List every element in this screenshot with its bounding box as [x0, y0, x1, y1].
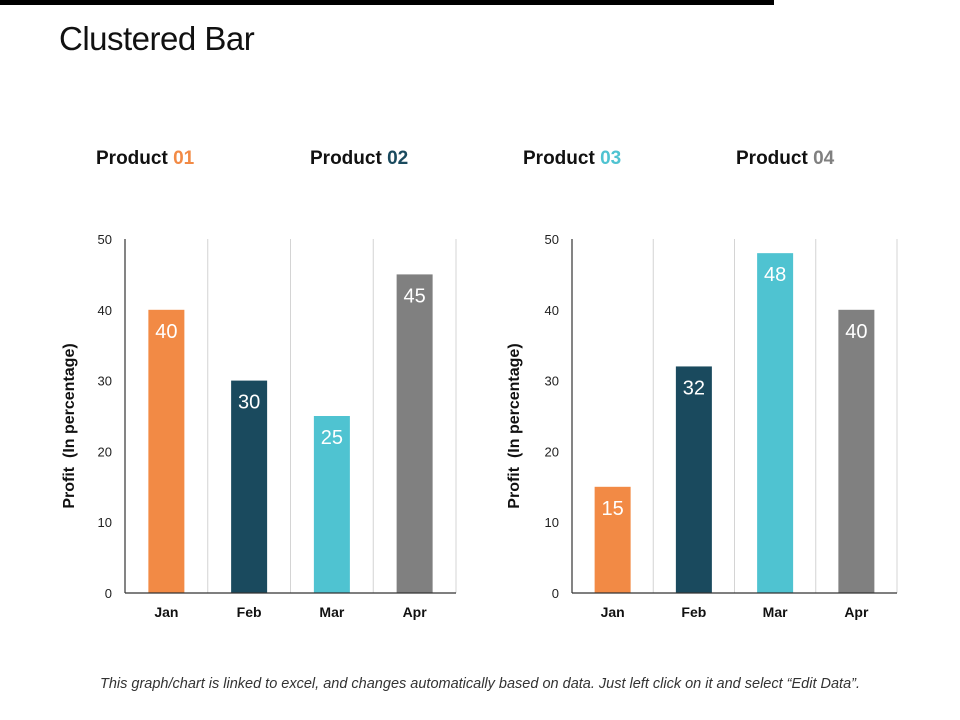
- y-tick-label: 30: [98, 374, 112, 389]
- bar-feb: [231, 380, 268, 593]
- footer-note: This graph/chart is linked to excel, and…: [99, 676, 861, 692]
- y-tick-label: 20: [545, 444, 559, 459]
- y-tick-label: 10: [545, 515, 559, 530]
- legend-number: 04: [813, 148, 835, 169]
- bar-mar: [313, 416, 350, 593]
- legend-number: 02: [387, 148, 409, 169]
- y-tick-label: 0: [552, 586, 559, 601]
- legend-number: 01: [173, 148, 195, 169]
- data-label: 15: [602, 498, 624, 520]
- top-accent-bar: [0, 0, 774, 5]
- legend-number: 03: [600, 148, 622, 169]
- data-label: 45: [404, 285, 426, 307]
- bar-apr: [396, 274, 433, 593]
- x-tick-label: Jan: [601, 604, 625, 620]
- y-tick-label: 0: [105, 586, 112, 601]
- x-tick-label: Mar: [763, 604, 788, 620]
- y-tick-label: 50: [98, 232, 112, 247]
- bar-feb: [675, 366, 712, 593]
- data-label: 48: [764, 264, 786, 286]
- x-tick-label: Apr: [403, 604, 428, 620]
- data-label: 30: [238, 392, 260, 414]
- bar-apr: [838, 309, 875, 593]
- chart-1: 0 10 20 30 40 50 40 Jan 30 Feb 25 Mar 45 Apr Profit (I…: [61, 232, 457, 620]
- y-tick-label: 10: [98, 515, 112, 530]
- x-tick-label: Feb: [681, 604, 706, 620]
- y-tick-label: 30: [545, 374, 559, 389]
- data-label: 40: [845, 321, 867, 343]
- x-tick-label: Jan: [154, 604, 178, 620]
- bar-jan: [594, 486, 631, 593]
- legend-product-02: Product 02: [310, 148, 408, 170]
- data-label: 25: [321, 427, 343, 449]
- page-title: Clustered Bar: [59, 20, 255, 57]
- x-tick-label: Mar: [319, 604, 344, 620]
- legend-product-03: Product 03: [523, 148, 621, 170]
- legend-label: Product: [523, 148, 601, 169]
- y-tick-label: 40: [98, 303, 112, 318]
- legend-product-01: Product 01: [96, 148, 194, 170]
- bar-jan: [148, 309, 185, 593]
- bar-mar: [757, 253, 794, 593]
- legend-label: Product: [96, 148, 174, 169]
- y-axis-title: Profit (In percentage): [61, 343, 78, 508]
- legend-product-04: Product 04: [736, 148, 834, 170]
- data-label: 40: [155, 321, 177, 343]
- legend-label: Product: [310, 148, 388, 169]
- legend-label: Product: [736, 148, 814, 169]
- x-tick-label: Apr: [844, 604, 869, 620]
- y-tick-label: 40: [545, 303, 559, 318]
- y-tick-label: 20: [98, 444, 112, 459]
- y-tick-label: 50: [545, 232, 559, 247]
- y-axis-title: Profit (In percentage): [506, 343, 523, 508]
- data-label: 32: [683, 377, 705, 399]
- x-tick-label: Feb: [237, 604, 262, 620]
- chart-2: 0 10 20 30 40 50 15 Jan 32 Feb 48 Mar 40 Apr Profit (I…: [506, 232, 898, 620]
